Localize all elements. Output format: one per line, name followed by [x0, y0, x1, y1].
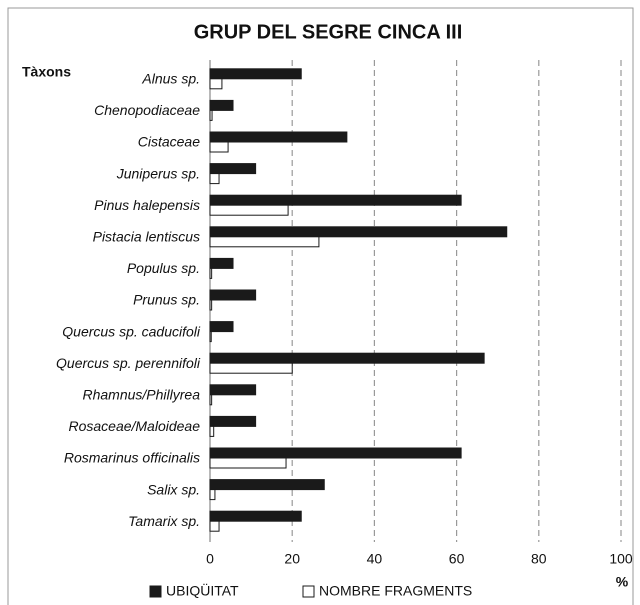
- bar: [209, 78, 223, 90]
- bar: [209, 362, 293, 374]
- bar: [209, 257, 234, 269]
- legend-swatch: [149, 585, 162, 598]
- y-tick-label: Rhamnus/Phillyrea: [83, 387, 201, 403]
- bar: [209, 457, 287, 469]
- legend-label: NOMBRE FRAGMENTS: [319, 583, 472, 599]
- bar: [209, 289, 257, 301]
- bar: [209, 415, 257, 427]
- x-tick-label: 20: [284, 551, 300, 567]
- bar: [209, 520, 220, 532]
- bar: [209, 141, 229, 153]
- bar: [209, 226, 508, 238]
- legend-label: UBIQÜITAT: [166, 582, 239, 599]
- bar: [209, 331, 212, 343]
- bar: [209, 321, 234, 333]
- frame: [7, 7, 634, 605]
- bar: [209, 194, 462, 206]
- x-tick-label: 40: [367, 551, 383, 567]
- y-tick-label: Quercus sp. caducifoli: [62, 323, 201, 339]
- y-tick-label: Alnus sp.: [141, 71, 200, 87]
- y-tick-label: Rosmarinus officinalis: [64, 450, 200, 466]
- bar: [209, 425, 215, 437]
- x-tick-label: 60: [449, 551, 465, 567]
- bar: [209, 173, 220, 185]
- x-axis-title: %: [616, 574, 629, 590]
- bar: [209, 510, 302, 522]
- y-tick-label: Tamarix sp.: [128, 513, 200, 529]
- bar: [209, 99, 234, 111]
- bar: [209, 163, 257, 175]
- bar: [209, 204, 289, 216]
- y-tick-label: Quercus sp. perennifoli: [56, 355, 201, 371]
- bar: [209, 68, 302, 80]
- y-axis-title: Tàxons: [22, 64, 71, 80]
- bar: [209, 352, 485, 364]
- bar: [209, 267, 213, 279]
- x-tick-label: 100: [609, 551, 633, 567]
- bar: [209, 299, 213, 311]
- y-tick-label: Populus sp.: [127, 260, 200, 276]
- y-tick-label: Pinus halepensis: [94, 197, 200, 213]
- bar: [209, 384, 257, 396]
- bar: [209, 131, 348, 143]
- y-tick-label: Prunus sp.: [133, 292, 200, 308]
- y-tick-label: Chenopodiaceae: [94, 102, 200, 118]
- bar: [209, 394, 213, 406]
- y-tick-label: Juniperus sp.: [116, 165, 200, 181]
- bar: [209, 479, 325, 491]
- legend-swatch: [302, 585, 315, 598]
- bar: [209, 447, 462, 459]
- x-tick-label: 80: [531, 551, 547, 567]
- y-tick-label: Pistacia lentiscus: [93, 229, 200, 245]
- x-tick-label: 0: [206, 551, 214, 567]
- y-tick-label: Rosaceae/Maloideae: [68, 418, 200, 434]
- bar: [209, 236, 320, 248]
- bar: [209, 109, 213, 121]
- y-tick-label: Salix sp.: [147, 481, 200, 497]
- bar: [209, 489, 216, 501]
- y-tick-label: Cistaceae: [138, 134, 200, 150]
- chart-title: GRUP DEL SEGRE CINCA III: [194, 21, 463, 43]
